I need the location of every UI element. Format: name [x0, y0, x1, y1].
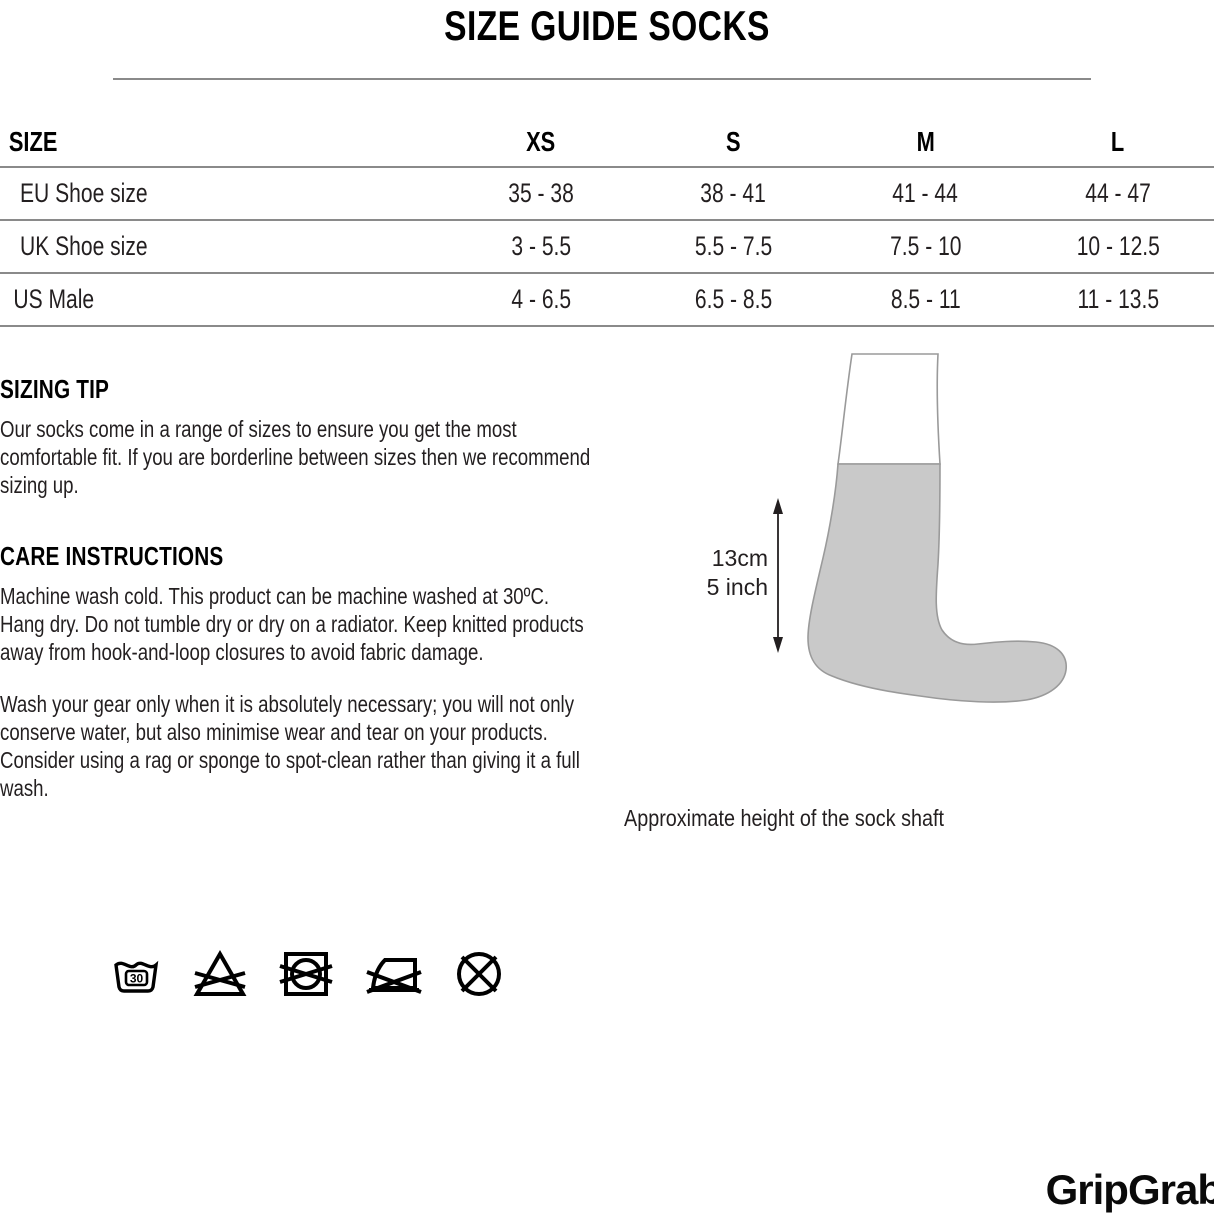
cell-uk-xs: 3 - 5.5: [510, 231, 571, 261]
svg-text:30: 30: [130, 972, 144, 986]
sock-height-figure: [620, 352, 1214, 792]
gripgrab-logo-text: GripGrab: [1045, 1166, 1214, 1213]
cell-us-xs: 4 - 6.5: [510, 284, 571, 314]
care-paragraph-2: Wash your gear only when it is absolutel…: [0, 691, 580, 801]
column-header-xs: XS: [526, 126, 556, 157]
cell-us-l: 11 - 13.5: [1077, 284, 1159, 314]
spacer: [0, 666, 600, 690]
sizing-tip-heading: SIZING TIP: [0, 374, 110, 404]
do-not-tumble-dry-icon: [278, 948, 334, 1000]
column-header-l: L: [1111, 126, 1125, 157]
dimension-inch: 5 inch: [706, 574, 768, 600]
cell-us-s: 6.5 - 8.5: [694, 284, 772, 314]
table-row: UK Shoe size 3 - 5.5 5.5 - 7.5 7.5 - 10 …: [0, 220, 1214, 273]
size-table: SIZE XS S M L EU Shoe size 35 - 38: [0, 118, 1214, 327]
sizing-tip-body: Our socks come in a range of sizes to en…: [0, 416, 591, 498]
cell-eu-m: 41 - 44: [892, 178, 959, 208]
do-not-iron-icon: [363, 950, 425, 998]
info-column: SIZING TIP Our socks come in a range of …: [0, 374, 600, 802]
column-header-size: SIZE: [8, 126, 58, 157]
cell-uk-s: 5.5 - 7.5: [694, 231, 772, 261]
sock-shape: [807, 463, 1067, 703]
dimension-arrow: [773, 498, 783, 653]
do-not-dry-clean-icon: [454, 949, 504, 999]
table-row: EU Shoe size 35 - 38 38 - 41 41 - 44 44 …: [0, 167, 1214, 220]
table-row: US Male 4 - 6.5 6.5 - 8.5 8.5 - 11 11 - …: [0, 273, 1214, 326]
dimension-cm: 13cm: [711, 545, 768, 571]
cell-us-m: 8.5 - 11: [890, 284, 961, 314]
page-title-text: SIZE GUIDE SOCKS: [444, 2, 770, 49]
cell-eu-s: 38 - 41: [700, 178, 766, 208]
column-header-m: M: [916, 126, 935, 157]
table-header-row: SIZE XS S M L: [0, 118, 1214, 167]
wash-30-icon: 30: [110, 951, 162, 997]
care-symbols-row: 30: [110, 948, 504, 1000]
row-label-us-male: US Male: [13, 284, 95, 314]
care-instructions-heading: CARE INSTRUCTIONS: [0, 541, 224, 571]
sock-height-dimension: 13cm 5 inch: [700, 544, 768, 602]
page-title: SIZE GUIDE SOCKS: [121, 2, 1092, 50]
figure-caption: Approximate height of the sock shaft: [624, 805, 944, 831]
cell-uk-m: 7.5 - 10: [889, 231, 962, 261]
size-table-body: EU Shoe size 35 - 38 38 - 41 41 - 44 44 …: [0, 167, 1214, 326]
care-paragraph-1: Machine wash cold. This product can be m…: [0, 583, 584, 665]
row-label-uk-shoe-size: UK Shoe size: [19, 231, 148, 261]
cell-eu-xs: 35 - 38: [508, 178, 574, 208]
cell-uk-l: 10 - 12.5: [1076, 231, 1160, 261]
gripgrab-logo: GripGrab: [1046, 1166, 1214, 1214]
size-table-head: SIZE XS S M L: [0, 118, 1214, 167]
column-header-s: S: [725, 126, 741, 157]
do-not-bleach-icon: [191, 949, 249, 999]
title-divider: [113, 78, 1091, 80]
spacer: [0, 499, 600, 541]
cell-eu-l: 44 - 47: [1085, 178, 1151, 208]
row-label-eu-shoe-size: EU Shoe size: [19, 178, 148, 208]
leg-outline: [837, 353, 941, 465]
